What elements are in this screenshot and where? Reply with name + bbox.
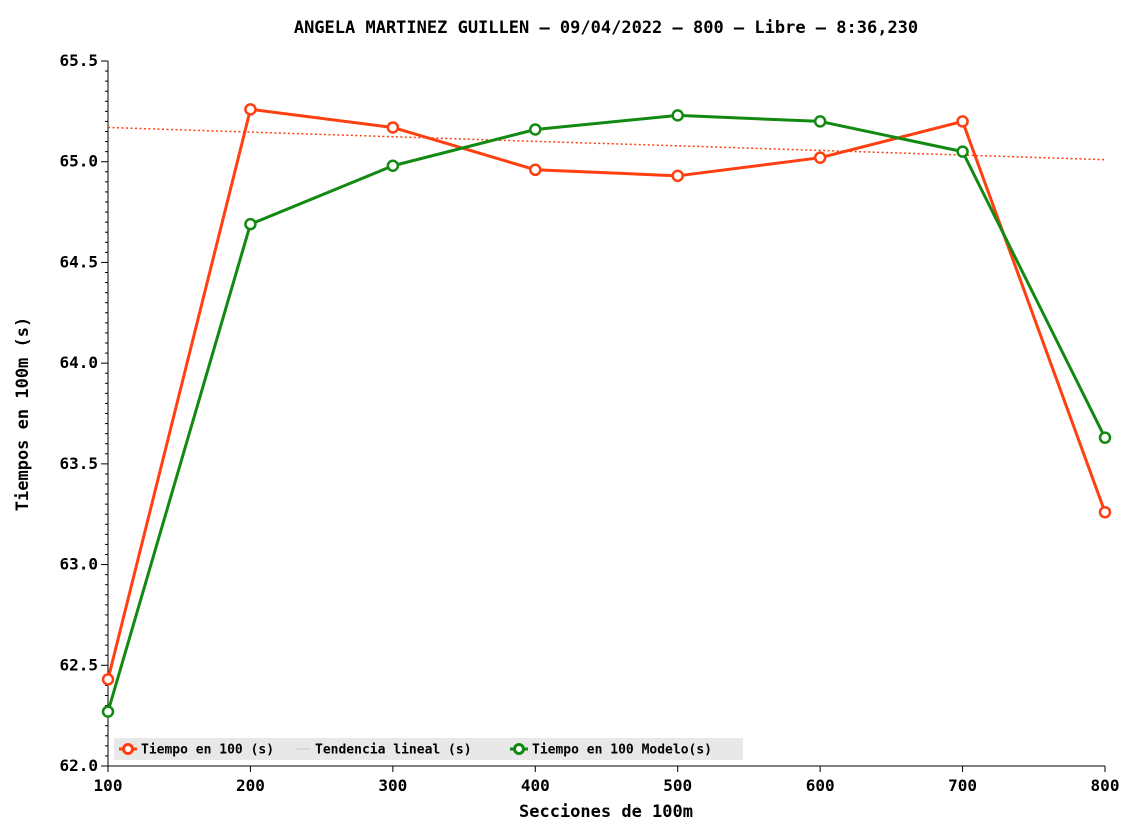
data-point: [1098, 431, 1112, 444]
x-tick-label: 300: [378, 776, 407, 795]
legend-item-series-1: Tiempo en 100 (s): [119, 743, 274, 758]
y-axis-label: Tiempos en 100m (s): [13, 317, 33, 511]
legend-background: [114, 738, 743, 760]
legend-label: Tiempo en 100 (s): [141, 743, 274, 758]
legend-swatch-marker: [513, 743, 525, 755]
chart-title: ANGELA MARTINEZ GUILLEN – 09/04/2022 – 8…: [294, 18, 918, 38]
y-tick-label: 64.0: [59, 353, 98, 372]
legend-item-series-2: Tendencia lineal (s): [296, 743, 472, 758]
axes: [107, 61, 1105, 767]
data-point: [244, 217, 257, 231]
series-layer: [101, 103, 1112, 718]
data-point: [956, 145, 969, 158]
data-point: [671, 109, 684, 122]
data-point: [101, 705, 115, 718]
x-tick-label: 500: [663, 776, 692, 795]
legend: Tiempo en 100 (s) Tendencia lineal (s) T…: [114, 738, 743, 760]
data-point: [956, 115, 969, 128]
series-line: [106, 113, 1107, 713]
series-2: [107, 126, 1106, 161]
series-3: [101, 109, 1112, 718]
x-axis-label: Secciones de 100m: [519, 802, 693, 822]
data-point: [386, 121, 400, 134]
data-point: [813, 115, 827, 128]
y-tick-label: 64.5: [59, 252, 98, 271]
x-tick-label: 100: [94, 776, 123, 795]
y-tick-label: 65.5: [59, 51, 98, 70]
y-axis-ticks: 62.0 62.5 63.0 63.5 64.0 64.5 65.0 65.5: [59, 51, 108, 775]
data-point: [671, 169, 684, 183]
data-point: [244, 103, 257, 116]
data-point: [813, 151, 827, 164]
data-point: [101, 673, 115, 686]
x-tick-label: 400: [521, 776, 550, 795]
y-tick-label: 65.0: [59, 152, 98, 171]
x-axis-ticks: 100 200 300 400 500 600 700 800: [94, 766, 1120, 795]
data-point: [529, 163, 542, 177]
x-tick-label: 700: [948, 776, 977, 795]
data-point: [1098, 505, 1112, 519]
series-1: [101, 103, 1112, 686]
data-point: [386, 159, 400, 172]
legend-swatch-marker: [122, 743, 134, 755]
legend-label: Tendencia lineal (s): [315, 743, 472, 758]
legend-item-series-3: Tiempo en 100 Modelo(s): [510, 743, 712, 758]
series-line: [106, 107, 1107, 680]
data-point: [529, 123, 542, 136]
y-tick-label: 63.0: [59, 555, 98, 574]
y-tick-label: 63.5: [59, 454, 98, 473]
x-tick-label: 600: [806, 776, 835, 795]
trend-line: [107, 126, 1106, 161]
y-tick-label: 62.0: [59, 756, 98, 775]
legend-label: Tiempo en 100 Modelo(s): [532, 743, 712, 758]
x-tick-label: 200: [236, 776, 265, 795]
x-tick-label: 800: [1091, 776, 1120, 795]
y-tick-label: 62.5: [59, 655, 98, 674]
